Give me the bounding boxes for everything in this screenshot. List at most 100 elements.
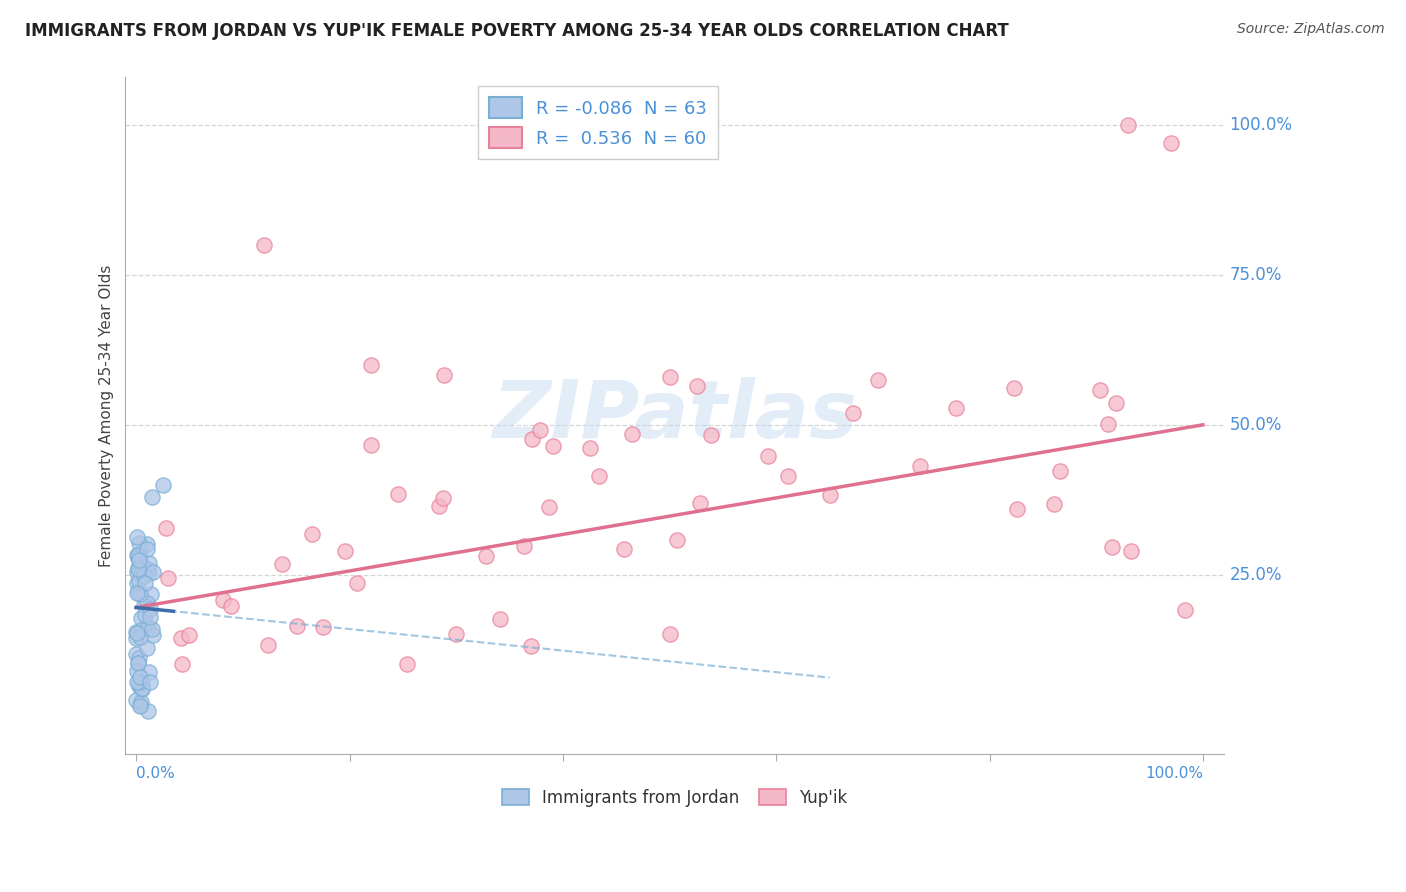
Point — [134, 568, 156, 582]
Text: 100.0%: 100.0% — [1144, 766, 1204, 781]
Point — [142, 628, 165, 642]
Point — [141, 587, 163, 601]
Point — [128, 679, 150, 693]
Point — [221, 599, 243, 613]
Point — [396, 657, 419, 672]
Point — [444, 627, 467, 641]
Point — [132, 598, 155, 612]
Point — [520, 639, 543, 653]
Point — [1097, 417, 1119, 431]
Point — [908, 459, 931, 474]
Text: IMMIGRANTS FROM JORDAN VS YUP'IK FEMALE POVERTY AMONG 25-34 YEAR OLDS CORRELATIO: IMMIGRANTS FROM JORDAN VS YUP'IK FEMALE … — [25, 22, 1010, 40]
Point — [129, 587, 152, 601]
Point — [1043, 497, 1066, 511]
Point — [579, 441, 602, 455]
Point — [127, 674, 149, 689]
Point — [387, 487, 409, 501]
Point — [588, 468, 610, 483]
Point — [1101, 540, 1123, 554]
Point — [621, 426, 644, 441]
Point — [138, 562, 160, 576]
Text: 50.0%: 50.0% — [1230, 416, 1282, 434]
Point — [136, 596, 159, 610]
Point — [138, 557, 160, 571]
Point — [1116, 119, 1139, 133]
Point — [1105, 396, 1128, 410]
Point — [127, 656, 149, 670]
Text: ZIPatlas: ZIPatlas — [492, 376, 858, 455]
Point — [1174, 603, 1197, 617]
Point — [127, 584, 149, 599]
Point — [685, 379, 707, 393]
Point — [127, 664, 149, 678]
Point — [489, 612, 512, 626]
Point — [127, 562, 149, 576]
Point — [142, 565, 165, 579]
Point — [529, 423, 551, 437]
Point — [125, 631, 148, 645]
Point — [537, 500, 560, 514]
Point — [128, 536, 150, 550]
Point — [131, 558, 153, 572]
Point — [513, 539, 536, 553]
Point — [543, 439, 565, 453]
Point — [128, 674, 150, 689]
Point — [520, 433, 543, 447]
Point — [138, 704, 160, 718]
Point — [138, 602, 160, 616]
Point — [131, 681, 153, 696]
Point — [132, 562, 155, 576]
Point — [141, 622, 163, 636]
Point — [129, 546, 152, 560]
Point — [157, 571, 180, 585]
Point — [271, 557, 294, 571]
Point — [129, 611, 152, 625]
Point — [125, 626, 148, 640]
Point — [138, 566, 160, 580]
Point — [136, 641, 159, 656]
Point — [127, 551, 149, 566]
Point — [257, 638, 280, 652]
Point — [134, 576, 156, 591]
Point — [1088, 383, 1111, 397]
Point — [125, 530, 148, 544]
Point — [335, 543, 357, 558]
Point — [131, 682, 153, 697]
Point — [131, 675, 153, 690]
Point — [756, 449, 779, 463]
Point — [665, 533, 688, 548]
Text: 75.0%: 75.0% — [1230, 266, 1282, 284]
Point — [129, 623, 152, 637]
Point — [125, 693, 148, 707]
Point — [155, 521, 177, 535]
Point — [700, 428, 723, 442]
Point — [141, 490, 163, 504]
Point — [127, 656, 149, 670]
Point — [868, 373, 890, 387]
Point — [128, 574, 150, 589]
Point — [125, 548, 148, 562]
Point — [346, 576, 368, 591]
Point — [125, 586, 148, 600]
Point — [613, 542, 636, 557]
Point — [1002, 381, 1025, 395]
Legend: Immigrants from Jordan, Yup'ik: Immigrants from Jordan, Yup'ik — [495, 782, 855, 814]
Point — [135, 541, 157, 556]
Point — [125, 624, 148, 639]
Point — [474, 549, 496, 563]
Y-axis label: Female Poverty Among 25-34 Year Olds: Female Poverty Among 25-34 Year Olds — [100, 265, 114, 567]
Point — [427, 499, 450, 513]
Point — [172, 657, 194, 672]
Point — [128, 670, 150, 684]
Point — [127, 566, 149, 580]
Point — [177, 628, 200, 642]
Point — [301, 527, 323, 541]
Point — [658, 370, 681, 384]
Point — [128, 553, 150, 567]
Point — [818, 488, 841, 502]
Point — [778, 468, 800, 483]
Point — [134, 607, 156, 622]
Point — [1005, 501, 1028, 516]
Point — [127, 576, 149, 591]
Point — [125, 647, 148, 661]
